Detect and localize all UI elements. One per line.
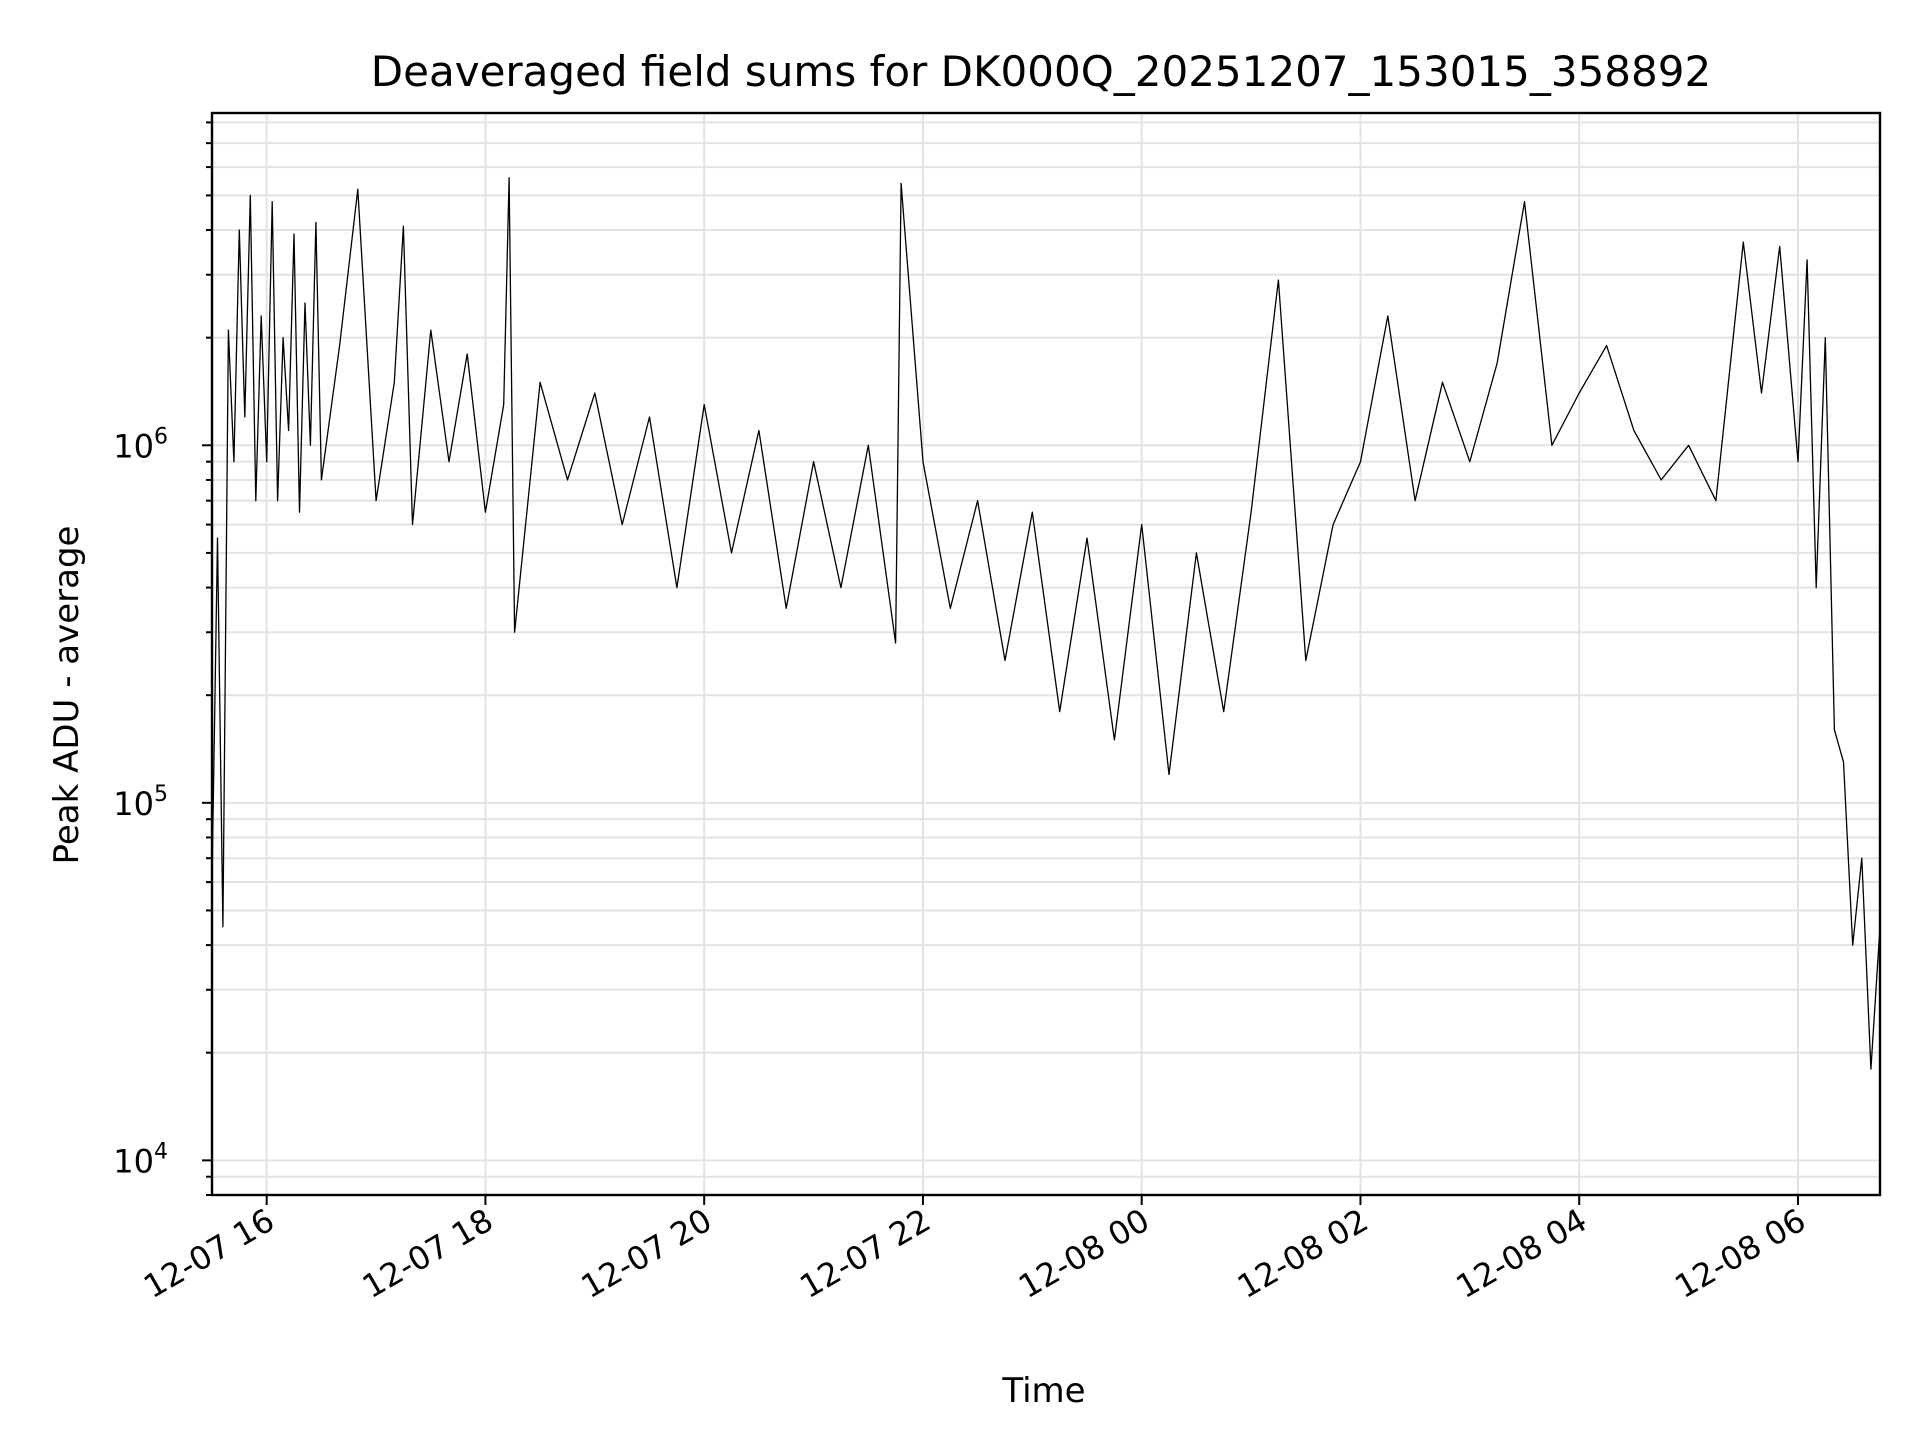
x-tick-label: 12-08 00: [1012, 1201, 1156, 1306]
x-tick-label: 12-08 04: [1450, 1201, 1594, 1306]
x-axis-label: Time: [1001, 1371, 1085, 1411]
y-axis-label: Peak ADU - average: [47, 526, 87, 865]
chart-title: Deaveraged field sums for DK000Q_2025120…: [371, 47, 1711, 96]
x-tick-label: 12-07 20: [575, 1201, 719, 1306]
x-tick-label: 12-07 22: [793, 1201, 937, 1306]
series-line: [211, 177, 1881, 1070]
series-layer: [211, 177, 1881, 1070]
grid-lines: [212, 113, 1880, 1196]
y-tick-label: 105: [113, 782, 168, 823]
x-tick-label: 12-07 16: [137, 1201, 281, 1306]
x-tick-label: 12-08 06: [1668, 1201, 1812, 1306]
x-tick-label: 12-07 18: [356, 1201, 500, 1306]
plot-frame: [210, 111, 1882, 1197]
x-axis: 12-07 16 12-07 18 12-07 20 12-07 22 12-08 00…: [137, 1195, 1812, 1306]
y-tick-label: 104: [113, 1139, 168, 1180]
y-axis: 104 105 106: [113, 121, 212, 1196]
x-tick-label: 12-08 02: [1231, 1201, 1375, 1306]
y-tick-label: 106: [113, 424, 168, 465]
